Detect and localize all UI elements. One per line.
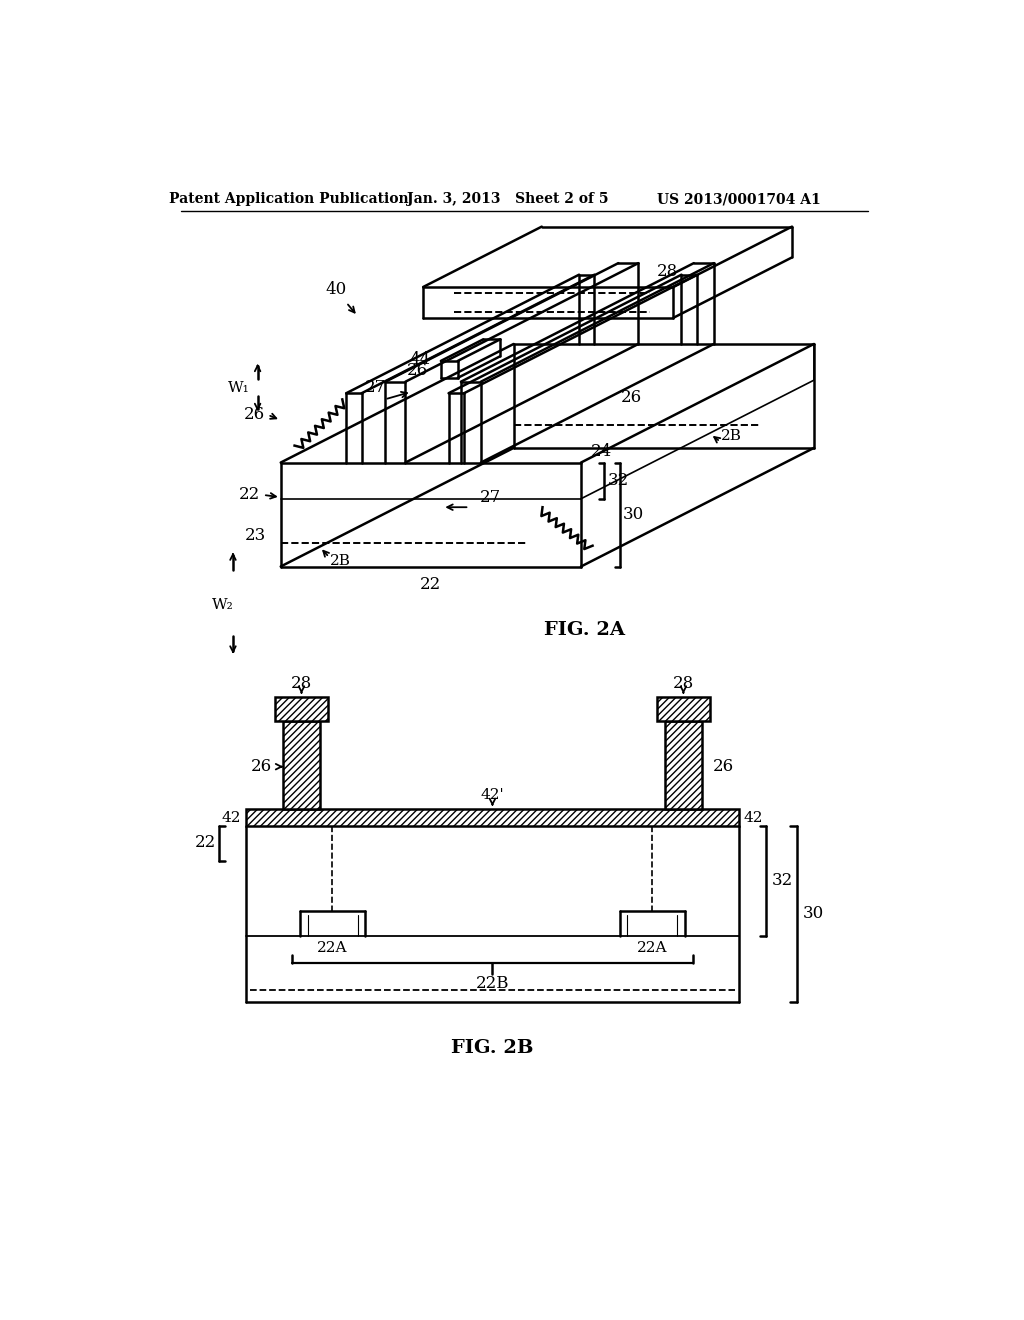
Text: 2B: 2B — [721, 429, 741, 442]
Text: W₂: W₂ — [212, 598, 233, 612]
Text: 27: 27 — [365, 379, 386, 396]
Bar — [275, 697, 328, 721]
Text: 42: 42 — [743, 810, 763, 825]
Text: 26: 26 — [251, 758, 272, 775]
Text: FIG. 2A: FIG. 2A — [545, 622, 626, 639]
Text: FIG. 2B: FIG. 2B — [452, 1039, 534, 1057]
Bar — [246, 809, 739, 826]
Text: US 2013/0001704 A1: US 2013/0001704 A1 — [657, 193, 820, 206]
Text: 42': 42' — [480, 788, 504, 803]
Text: 28: 28 — [673, 675, 694, 692]
Text: 27: 27 — [480, 488, 502, 506]
Text: 26: 26 — [621, 388, 642, 405]
Text: 24: 24 — [591, 442, 612, 459]
Text: 22B: 22B — [476, 974, 509, 991]
Text: 44: 44 — [410, 351, 431, 368]
Text: Patent Application Publication: Patent Application Publication — [169, 193, 409, 206]
Text: Jan. 3, 2013   Sheet 2 of 5: Jan. 3, 2013 Sheet 2 of 5 — [408, 193, 608, 206]
Bar — [665, 721, 701, 809]
Bar — [283, 721, 319, 809]
Text: 26: 26 — [408, 362, 428, 379]
Text: 22: 22 — [195, 834, 216, 851]
Text: 32: 32 — [772, 873, 794, 890]
Text: 26: 26 — [244, 407, 265, 424]
Text: 22A: 22A — [317, 941, 347, 956]
Text: 42: 42 — [222, 810, 242, 825]
Text: 40: 40 — [326, 281, 347, 298]
Text: 22A: 22A — [637, 941, 667, 956]
Bar — [657, 697, 710, 721]
Text: 28: 28 — [656, 263, 678, 280]
Text: 30: 30 — [623, 506, 644, 523]
Text: 28: 28 — [291, 675, 312, 692]
Text: 32: 32 — [607, 471, 629, 488]
Text: W₁: W₁ — [228, 381, 250, 395]
Text: 2B: 2B — [331, 554, 351, 568]
Text: 22: 22 — [239, 486, 260, 503]
Text: 30: 30 — [803, 906, 824, 923]
Text: 26: 26 — [713, 758, 734, 775]
Text: 22: 22 — [420, 576, 441, 593]
Text: 23: 23 — [245, 527, 266, 544]
